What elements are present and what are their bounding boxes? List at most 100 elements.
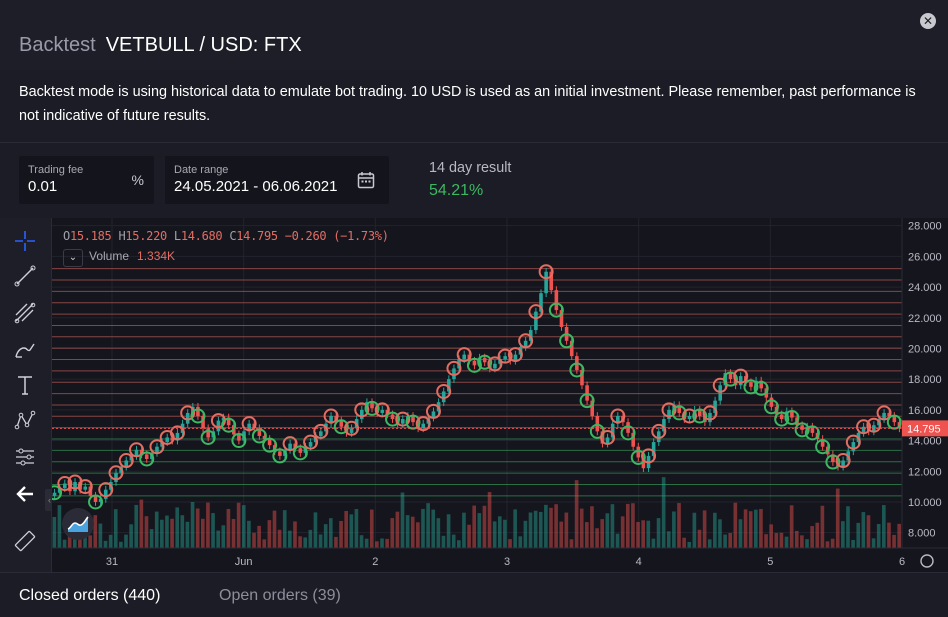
price-tick-label: 22.000 bbox=[908, 313, 942, 325]
calendar-icon[interactable] bbox=[357, 171, 375, 189]
date-range-value[interactable]: 24.05.2021 - 06.06.2021 bbox=[174, 178, 338, 195]
buy-order-marker bbox=[825, 454, 841, 470]
toolbar-collapse-tab[interactable]: ‹ bbox=[45, 489, 54, 511]
candle-body bbox=[887, 412, 891, 416]
measure-settings-icon[interactable] bbox=[12, 444, 38, 470]
buy-order-marker bbox=[804, 425, 820, 441]
chart-logo-icon[interactable] bbox=[62, 508, 94, 540]
volume-bar bbox=[856, 522, 861, 548]
price-chart[interactable]: 28.000 26.000 24.000 22.000 20.000 18.000 16.0… bbox=[52, 218, 948, 572]
volume-bar bbox=[395, 511, 400, 548]
candle-body bbox=[206, 428, 210, 438]
buy-order-marker bbox=[630, 449, 646, 465]
volume-bar bbox=[293, 521, 297, 548]
legend-low-value: 14.680 bbox=[180, 229, 223, 243]
candle-body bbox=[185, 412, 190, 424]
volume-bar bbox=[718, 519, 722, 548]
ruler-icon[interactable] bbox=[12, 528, 38, 554]
candle-body bbox=[482, 357, 487, 363]
volume-bar bbox=[288, 530, 292, 548]
candle-body bbox=[370, 402, 374, 409]
candle-body bbox=[134, 449, 139, 456]
tab-open-orders[interactable]: Open orders (39) bbox=[219, 587, 341, 604]
candle-body bbox=[636, 446, 641, 458]
candle-body bbox=[534, 311, 538, 331]
buy-order-marker bbox=[671, 405, 687, 421]
volume-bar bbox=[677, 503, 681, 548]
candle-body bbox=[175, 432, 180, 441]
candle-body bbox=[226, 417, 231, 426]
volume-bar bbox=[835, 488, 840, 548]
drawing-toolbar bbox=[0, 218, 52, 572]
gear-icon[interactable] bbox=[920, 554, 934, 568]
volume-bar bbox=[533, 510, 538, 548]
candle-body bbox=[718, 385, 723, 401]
trading-fee-field[interactable]: Trading fee 0.01 % bbox=[19, 156, 154, 204]
volume-bar bbox=[390, 518, 395, 548]
candle-body bbox=[237, 434, 241, 441]
volume-bar bbox=[129, 524, 133, 548]
sell-order-marker bbox=[835, 453, 851, 469]
candle-body bbox=[697, 409, 702, 416]
candle-body bbox=[472, 360, 477, 366]
volume-bar bbox=[728, 532, 733, 548]
candle-body bbox=[308, 442, 313, 447]
volume-bar bbox=[113, 509, 118, 548]
volume-bar bbox=[436, 518, 441, 548]
volume-bar bbox=[190, 502, 195, 548]
volume-bar bbox=[431, 509, 436, 548]
sell-order-marker bbox=[538, 264, 554, 280]
volume-bar bbox=[518, 536, 523, 548]
candle-body bbox=[667, 409, 671, 420]
volume-bar bbox=[764, 534, 768, 548]
date-range-field[interactable]: Date range 24.05.2021 - 06.06.2021 bbox=[165, 156, 389, 204]
volume-bar bbox=[185, 521, 190, 548]
time-axis-bg bbox=[52, 548, 948, 572]
tab-closed-orders[interactable]: Closed orders (440) bbox=[19, 587, 161, 604]
candle-body bbox=[170, 437, 175, 441]
volume-bar bbox=[564, 512, 569, 548]
sell-order-marker bbox=[845, 434, 861, 450]
volume-bar bbox=[492, 521, 497, 548]
sell-order-marker bbox=[456, 347, 472, 363]
pattern-icon[interactable] bbox=[12, 408, 38, 434]
volume-bar bbox=[656, 518, 661, 548]
crosshair-icon[interactable] bbox=[12, 228, 38, 254]
volume-bar bbox=[687, 541, 692, 548]
volume-bar bbox=[134, 504, 139, 548]
sell-order-marker bbox=[733, 368, 749, 384]
back-arrow-icon[interactable] bbox=[12, 481, 38, 507]
volume-bar bbox=[897, 523, 901, 548]
text-icon[interactable] bbox=[12, 372, 38, 398]
volume-bar bbox=[702, 510, 707, 548]
volume-bar bbox=[666, 531, 671, 548]
volume-bar bbox=[841, 521, 845, 548]
time-tick-label: 5 bbox=[767, 556, 773, 568]
sell-order-marker bbox=[241, 416, 257, 432]
close-icon[interactable]: ✕ bbox=[920, 13, 936, 29]
candle-body bbox=[580, 369, 584, 386]
buy-order-marker bbox=[886, 414, 902, 430]
sell-order-marker bbox=[661, 402, 677, 418]
volume-bar bbox=[282, 510, 287, 548]
volume-bar bbox=[180, 515, 185, 548]
sell-order-marker bbox=[446, 360, 462, 376]
chart-svg[interactable]: 28.00026.00024.00022.00020.00018.00016.0… bbox=[52, 218, 948, 572]
volume-bar bbox=[385, 538, 389, 548]
candle-body bbox=[769, 397, 774, 407]
volume-bar bbox=[236, 502, 241, 548]
fib-icon[interactable] bbox=[12, 300, 38, 326]
volume-bar bbox=[441, 535, 446, 548]
trading-fee-value[interactable]: 0.01 bbox=[28, 178, 58, 195]
volume-bar bbox=[349, 514, 354, 548]
chevron-down-icon[interactable]: ⌄ bbox=[63, 249, 83, 267]
candle-body bbox=[820, 439, 825, 447]
volume-bar bbox=[98, 523, 103, 548]
brush-icon[interactable] bbox=[12, 336, 38, 362]
volume-bar bbox=[595, 528, 599, 548]
sell-order-marker bbox=[77, 479, 93, 495]
trend-line-icon[interactable] bbox=[12, 263, 38, 289]
sell-order-marker bbox=[518, 333, 534, 349]
volume-bar bbox=[784, 536, 789, 548]
candle-body bbox=[600, 431, 605, 444]
